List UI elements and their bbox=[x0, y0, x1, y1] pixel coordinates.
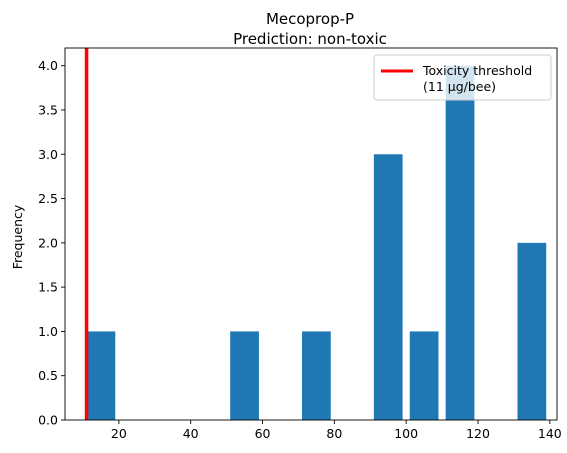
bar-6 bbox=[517, 242, 547, 420]
bar-5 bbox=[445, 65, 475, 420]
x-tick-label: 100 bbox=[394, 426, 418, 441]
legend-label-line1: Toxicity threshold bbox=[422, 63, 532, 78]
y-tick-label: 3.5 bbox=[38, 103, 58, 118]
chart-title: Mecoprop-P bbox=[266, 10, 354, 28]
bars-layer bbox=[86, 65, 547, 421]
legend-box bbox=[373, 54, 552, 101]
bar-0 bbox=[86, 331, 116, 420]
bar-2 bbox=[302, 331, 331, 420]
y-tick-label: 4.0 bbox=[38, 58, 58, 73]
y-tick-label: 2.5 bbox=[38, 191, 58, 206]
plot-frame bbox=[64, 47, 558, 421]
y-tick-label: 0.0 bbox=[38, 413, 58, 428]
y-tick-label: 2.0 bbox=[38, 235, 58, 250]
x-tick-label: 80 bbox=[326, 426, 342, 441]
bar-4 bbox=[409, 331, 439, 420]
x-tick-label: 20 bbox=[111, 426, 127, 441]
y-tick-label: 3.0 bbox=[38, 147, 58, 162]
chart-subtitle: Prediction: non-toxic bbox=[233, 30, 387, 48]
bar-3 bbox=[373, 154, 403, 421]
y-axis-label: Frequency bbox=[10, 204, 25, 269]
legend-label-line2: (11 µg/bee) bbox=[423, 79, 496, 94]
bar-1 bbox=[230, 331, 259, 420]
x-tick-label: 140 bbox=[538, 426, 562, 441]
x-tick-label: 120 bbox=[466, 426, 490, 441]
x-tick-label: 40 bbox=[183, 426, 199, 441]
x-tick-label: 60 bbox=[255, 426, 271, 441]
y-tick-label: 0.5 bbox=[38, 368, 58, 383]
y-tick-label: 1.5 bbox=[38, 280, 58, 295]
ticks-layer: 20 40 60 80 100 120 140 0.0 0.5 1.0 1.5 2.0 2.5 3.0 3.… bbox=[38, 58, 562, 441]
legend: Toxicity threshold (11 µg/bee) bbox=[373, 54, 552, 101]
y-tick-label: 1.0 bbox=[38, 324, 58, 339]
